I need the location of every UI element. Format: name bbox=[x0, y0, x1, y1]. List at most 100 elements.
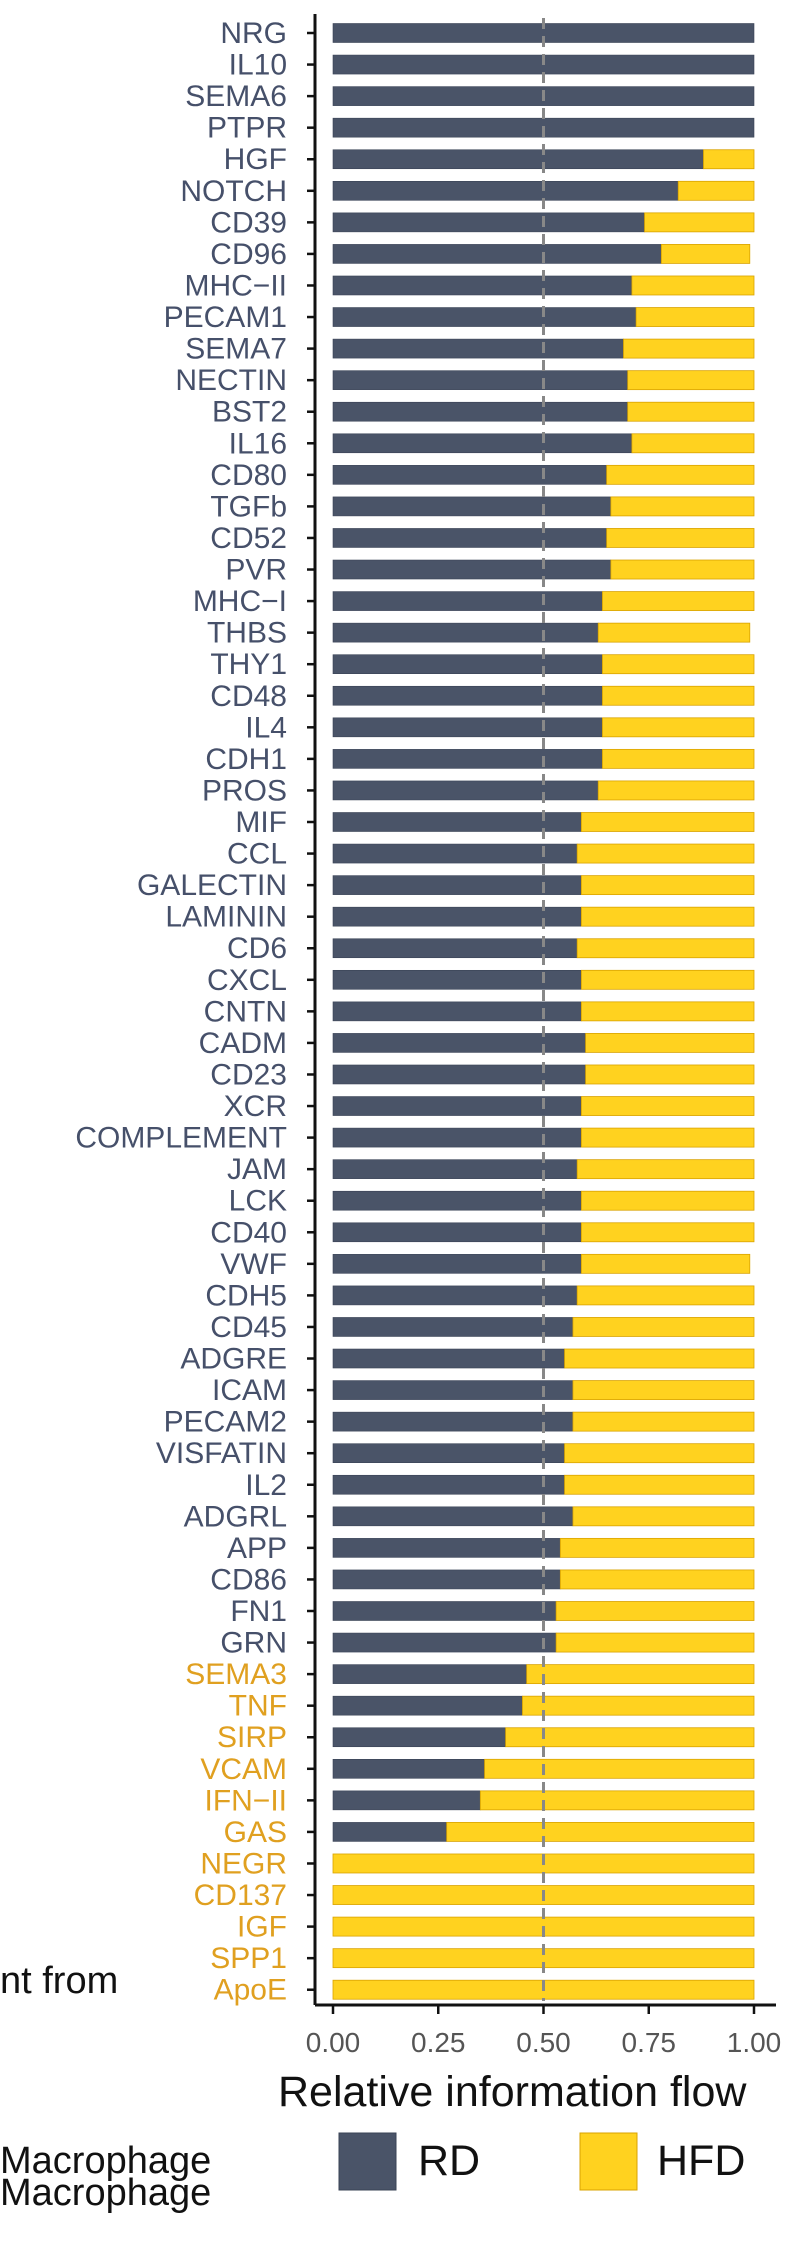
bar-rd bbox=[332, 401, 629, 422]
bar-rd bbox=[332, 1033, 586, 1053]
bar-hfd bbox=[677, 180, 755, 201]
tick-label-category: CD96 bbox=[210, 238, 287, 271]
tick-label-category: MHC−II bbox=[184, 269, 287, 302]
tick-label-category: THBS bbox=[207, 617, 287, 650]
bar-hfd bbox=[610, 559, 755, 580]
tick-label-category: PECAM1 bbox=[164, 301, 287, 334]
bar-hfd bbox=[580, 1190, 755, 1211]
bar-rd bbox=[332, 654, 603, 675]
bar-hfd bbox=[623, 338, 755, 359]
bar-rd bbox=[332, 1538, 561, 1558]
bar-hfd bbox=[572, 1380, 755, 1400]
tick-label-category: TGFb bbox=[210, 490, 287, 523]
bar-hfd bbox=[580, 1127, 755, 1148]
bar-hfd bbox=[572, 1317, 755, 1337]
bar-hfd bbox=[627, 370, 755, 391]
tick-label-category: CD80 bbox=[210, 459, 287, 492]
bar-hfd bbox=[597, 780, 755, 801]
bar-hfd bbox=[597, 622, 751, 643]
tick-label-category: CXCL bbox=[207, 964, 287, 997]
tick-label-category: CD86 bbox=[210, 1563, 287, 1596]
bar-hfd bbox=[606, 528, 755, 548]
bar-hfd bbox=[564, 1474, 755, 1495]
bar-hfd bbox=[580, 1001, 755, 1022]
bar-rd bbox=[332, 1159, 578, 1179]
tick-label-category: IL2 bbox=[245, 1469, 287, 1502]
bar-hfd bbox=[572, 1411, 755, 1432]
tick-label-category: THY1 bbox=[210, 648, 287, 681]
bar-hfd bbox=[479, 1790, 755, 1811]
tick-label-category: VCAM bbox=[200, 1753, 287, 1786]
tick-label-category: SEMA7 bbox=[185, 333, 287, 366]
legend: RD HFD bbox=[338, 2132, 745, 2191]
tick-label-category: NOTCH bbox=[180, 175, 287, 208]
tick-label-category: CD52 bbox=[210, 522, 287, 555]
bar-hfd bbox=[580, 1253, 751, 1274]
legend-label-rd: RD bbox=[418, 2137, 480, 2185]
tick-label-category: ADGRL bbox=[184, 1500, 287, 1533]
tick-label-category: NRG bbox=[220, 17, 287, 50]
tick-label-category: FN1 bbox=[230, 1595, 287, 1628]
bar-rd bbox=[332, 1474, 565, 1495]
tick-label-category: PECAM2 bbox=[164, 1406, 287, 1439]
tick-label-category: ADGRE bbox=[180, 1343, 287, 1376]
bar-rd bbox=[332, 433, 633, 454]
tick-label-category: PTPR bbox=[207, 112, 287, 145]
bars-layer bbox=[332, 23, 755, 2000]
bar-rd bbox=[332, 780, 599, 801]
tick-label-category: ApoE bbox=[214, 1974, 287, 2007]
bar-hfd bbox=[576, 843, 755, 864]
tick-label-category: HGF bbox=[224, 143, 287, 176]
tick-label-category: JAM bbox=[227, 1153, 287, 1186]
bar-rd bbox=[332, 528, 607, 548]
tick-label-category: ICAM bbox=[212, 1374, 287, 1407]
tick-label-category: CD40 bbox=[210, 1216, 287, 1249]
bar-rd bbox=[332, 1348, 565, 1369]
bar-rd bbox=[332, 244, 662, 264]
bar-rd bbox=[332, 149, 704, 170]
tick-label-category: CD39 bbox=[210, 206, 287, 239]
bar-hfd bbox=[555, 1601, 755, 1621]
bar-hfd bbox=[606, 464, 755, 485]
bar-rd bbox=[332, 370, 629, 390]
tick-label-category: GAS bbox=[224, 1816, 287, 1849]
tick-label-category: CD48 bbox=[210, 680, 287, 713]
x-tick-label: 0.25 bbox=[411, 2027, 466, 2058]
bar-rd bbox=[332, 1380, 574, 1400]
bar-hfd bbox=[627, 401, 755, 422]
bar-rd bbox=[332, 1443, 565, 1463]
bar-rd bbox=[332, 591, 603, 611]
bar-hfd bbox=[602, 748, 755, 769]
bar-hfd bbox=[602, 654, 755, 675]
tick-label-category: APP bbox=[227, 1532, 287, 1565]
tick-label-category: COMPLEMENT bbox=[75, 1122, 287, 1155]
bar-rd bbox=[332, 1601, 557, 1621]
bar-rd bbox=[332, 1064, 586, 1085]
bar-rd bbox=[332, 338, 624, 359]
tick-label-category: VISFATIN bbox=[156, 1437, 287, 1470]
bar-hfd bbox=[631, 433, 755, 454]
bar-rd bbox=[332, 465, 607, 485]
bar-rd bbox=[332, 938, 578, 959]
bar-hfd bbox=[564, 1348, 755, 1369]
bar-hfd bbox=[446, 1822, 755, 1842]
legend-swatch-rd bbox=[338, 2132, 397, 2191]
tick-label-category: BST2 bbox=[212, 396, 287, 429]
bar-hfd bbox=[572, 1506, 755, 1527]
bar-hfd bbox=[505, 1727, 755, 1748]
bar-hfd bbox=[576, 1285, 755, 1306]
cropped-macrophage-label-2: Macrophage bbox=[0, 2172, 212, 2214]
bar-hfd bbox=[602, 685, 755, 706]
tick-label-category: MHC−I bbox=[193, 585, 287, 618]
tick-label-category: IL4 bbox=[245, 711, 287, 744]
tick-label-category: SPP1 bbox=[210, 1942, 287, 1975]
bar-hfd bbox=[559, 1537, 755, 1558]
tick-label-category: IL10 bbox=[229, 49, 287, 82]
tick-label-category: CD6 bbox=[227, 932, 287, 965]
bar-hfd bbox=[576, 1159, 755, 1180]
bar-hfd bbox=[580, 1096, 755, 1116]
tick-label-category: IFN−II bbox=[204, 1784, 287, 1817]
bar-rd bbox=[332, 1790, 481, 1811]
tick-label-category: XCR bbox=[224, 1090, 287, 1123]
